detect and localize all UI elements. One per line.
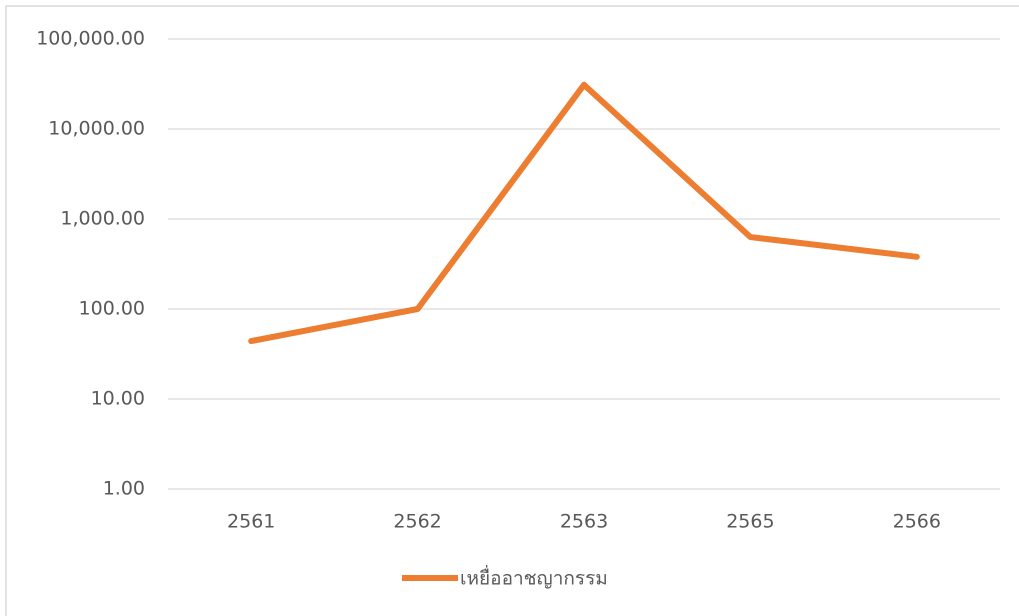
y-tick-label: 1.00	[103, 478, 145, 500]
x-tick-label: 2566	[893, 511, 941, 533]
y-tick-label: 1,000.00	[60, 208, 145, 230]
legend-label: เหยื่ออาชญากรรม	[460, 565, 608, 590]
x-tick-label: 2565	[726, 511, 774, 533]
x-tick-label: 2562	[393, 511, 441, 533]
x-tick-label: 2561	[227, 511, 275, 533]
chart-border	[5, 5, 1019, 616]
y-tick-label: 10.00	[91, 388, 145, 410]
y-tick-label: 100.00	[79, 298, 145, 320]
x-tick-label: 2563	[560, 511, 608, 533]
y-tick-label: 10,000.00	[48, 118, 145, 140]
line-series	[248, 81, 920, 345]
y-tick-label: 100,000.00	[36, 28, 145, 50]
